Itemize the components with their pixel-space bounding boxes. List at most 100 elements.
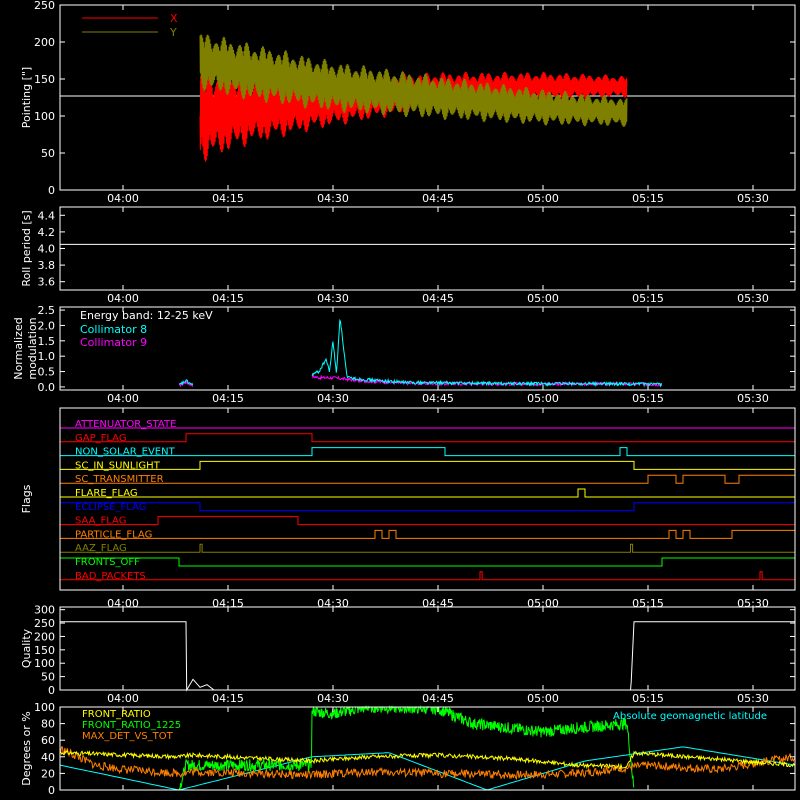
x-tick-label: 04:45 — [422, 292, 454, 305]
plot-frame — [59, 606, 796, 691]
x-tick-label: 05:00 — [527, 192, 559, 205]
x-tick-label: 05:30 — [737, 692, 769, 705]
series-line — [59, 749, 796, 770]
flag-label: GAP_FLAG — [75, 433, 127, 444]
plot-frame — [59, 706, 796, 791]
y-tick-label: 0 — [48, 184, 55, 197]
flag-line — [60, 460, 795, 470]
x-tick-label: 05:15 — [632, 692, 664, 705]
y-axis-label: Flags — [20, 484, 33, 513]
y-tick-label: 250 — [34, 617, 55, 630]
flag-label: PARTICLE_FLAG — [75, 529, 152, 540]
y-tick-label: 100 — [34, 701, 55, 714]
y-tick-label: 200 — [34, 630, 55, 643]
y-axis-label: Roll period [s] — [20, 210, 33, 286]
flag-label: NON_SOLAR_EVENT — [75, 447, 176, 458]
panels: 04:00 04:15 04:30 04:45 05:00 05:15 05:30 0 50 10… — [12, 0, 796, 797]
y-tick-label: 150 — [34, 73, 55, 86]
x-tick-label: 04:45 — [422, 192, 454, 205]
y-tick-label: 150 — [34, 644, 55, 657]
y-tick-label: 80 — [41, 718, 55, 731]
y-tick-label: 50 — [41, 147, 55, 160]
y-axis-label: Normalized — [12, 317, 25, 379]
y-tick-label: 0 — [48, 684, 55, 697]
y-tick-label: 100 — [34, 657, 55, 670]
y-axis-label: Pointing ["] — [20, 67, 33, 128]
flag-label: FLARE_FLAG — [75, 488, 138, 499]
pointing-panel: 04:00 04:15 04:30 04:45 05:00 05:15 05:30 0 50 10… — [20, 0, 796, 205]
x-tick-label: 04:15 — [212, 192, 244, 205]
flag-line — [60, 529, 796, 539]
series-line — [199, 34, 628, 127]
flag-label: SC_IN_SUNLIGHT — [75, 460, 161, 471]
y-tick-label: 1.0 — [38, 350, 56, 363]
annotation-label: Absolute geomagnetic latitude — [613, 711, 767, 722]
legend-label: FRONT_RATIO — [82, 709, 151, 720]
energy-band-annotation: Energy band: 12-25 keV — [80, 309, 213, 322]
x-tick-label: 05:30 — [737, 292, 769, 305]
y-tick-label: 200 — [34, 36, 55, 49]
x-tick-label: 04:00 — [107, 292, 139, 305]
legend-label: Collimator 8 — [80, 323, 147, 336]
x-tick-label: 04:00 — [107, 192, 139, 205]
y-tick-label: 60 — [41, 734, 55, 747]
x-tick-label: 05:15 — [632, 192, 664, 205]
series-line — [311, 318, 663, 388]
series-line — [59, 746, 796, 780]
y-tick-label: 2.0 — [38, 319, 56, 332]
x-tick-label: 05:15 — [632, 292, 664, 305]
flag-label: AAZ_FLAG — [75, 543, 127, 554]
plot-frame — [59, 306, 796, 391]
x-tick-label: 04:30 — [317, 692, 349, 705]
y-tick-label: 3.6 — [38, 276, 56, 289]
flag-line — [60, 516, 795, 526]
series-line — [178, 705, 635, 791]
flag-label: BAD_PACKETS — [75, 571, 146, 582]
y-axis-label: Quality — [20, 628, 33, 668]
legend-label: MAX_DET_VS_TOT — [82, 731, 174, 742]
legend-label: FRONT_RATIO_1225 — [82, 720, 181, 731]
x-tick-label: 04:30 — [317, 392, 349, 405]
plot-frame — [59, 4, 796, 191]
roll-period-panel: 04:00 04:15 04:30 04:45 05:00 05:15 05:30 3.6 3.… — [20, 206, 796, 305]
x-tick-label: 05:15 — [632, 392, 664, 405]
flag-line — [60, 447, 795, 457]
flag-line — [60, 474, 796, 484]
series-line — [60, 621, 795, 692]
y-tick-label: 3.8 — [38, 259, 56, 272]
legend-label: Y — [169, 26, 177, 39]
x-tick-label: 05:00 — [527, 292, 559, 305]
x-tick-label: 04:15 — [212, 292, 244, 305]
x-tick-label: 04:30 — [317, 292, 349, 305]
modulation-panel: 04:00 04:15 04:30 04:45 05:00 05:15 05:30 0.0 0.… — [12, 304, 796, 405]
x-tick-label: 04:15 — [212, 392, 244, 405]
legend-label: Collimator 9 — [80, 336, 147, 349]
flag-line — [60, 433, 795, 443]
y-tick-label: 100 — [34, 110, 55, 123]
flag-line — [60, 543, 795, 553]
quality-panel: 04:00 04:15 04:30 04:45 05:00 05:15 05:30 05010… — [20, 604, 796, 705]
y-tick-label: 0.5 — [38, 366, 56, 379]
y-axis-label: modulation — [26, 317, 39, 379]
x-tick-label: 05:00 — [527, 392, 559, 405]
y-tick-label: 2.5 — [38, 304, 56, 317]
flag-line — [60, 488, 795, 498]
legend-label: X — [170, 12, 178, 25]
y-tick-label: 0 — [48, 784, 55, 797]
x-tick-label: 04:45 — [422, 692, 454, 705]
y-tick-label: 20 — [41, 767, 55, 780]
flag-line — [60, 571, 795, 581]
x-tick-label: 04:00 — [107, 692, 139, 705]
y-tick-label: 250 — [34, 0, 55, 12]
y-tick-label: 4.4 — [38, 209, 56, 222]
plot-frame — [59, 407, 796, 591]
x-tick-label: 04:30 — [317, 192, 349, 205]
flag-label: FRONTS_OFF — [75, 557, 140, 568]
y-tick-label: 40 — [41, 751, 55, 764]
y-tick-label: 0.0 — [38, 381, 56, 394]
flags-panel: ATTENUATOR_STATE GAP_FLAG NON_SOLAR_EVENT S… — [20, 407, 796, 610]
y-tick-label: 1.5 — [38, 335, 56, 348]
y-tick-label: 300 — [34, 604, 55, 617]
series-line — [179, 379, 194, 386]
